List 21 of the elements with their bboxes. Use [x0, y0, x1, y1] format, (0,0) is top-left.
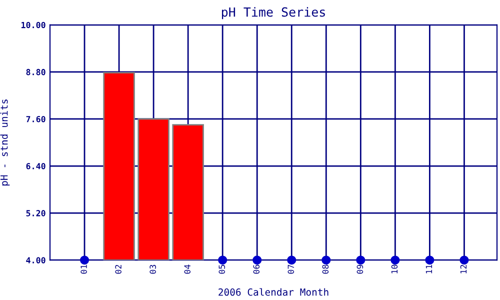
y-tick-label: 8.80	[26, 68, 46, 76]
x-tick-label: 12	[460, 264, 467, 274]
x-axis-title: 2006 Calendar Month	[218, 288, 328, 296]
x-tick-label: 08	[322, 264, 329, 274]
y-tick-label: 5.20	[26, 210, 46, 216]
x-tick-label: 01	[80, 264, 87, 274]
x-tick-label: 06	[253, 264, 260, 274]
x-tick-label: 07	[288, 264, 294, 274]
y-tick-label: 4.00	[26, 257, 46, 264]
y-tick-label: 6.40	[26, 163, 46, 170]
x-tick-label: 11	[426, 264, 432, 274]
x-tick-label: 10	[391, 264, 398, 274]
x-tick-label: 02	[115, 264, 122, 274]
chart-title: pH Time Series	[222, 7, 325, 20]
y-tick-label: 7.60	[26, 116, 46, 122]
x-tick-label: 05	[218, 264, 226, 274]
y-axis-title: pH - stnd units	[0, 100, 10, 186]
y-tick-label: 10.00	[22, 22, 46, 28]
x-tick-label: 04	[184, 264, 191, 274]
x-tick-label: 03	[150, 264, 156, 274]
x-tick-label: 09	[356, 264, 364, 274]
